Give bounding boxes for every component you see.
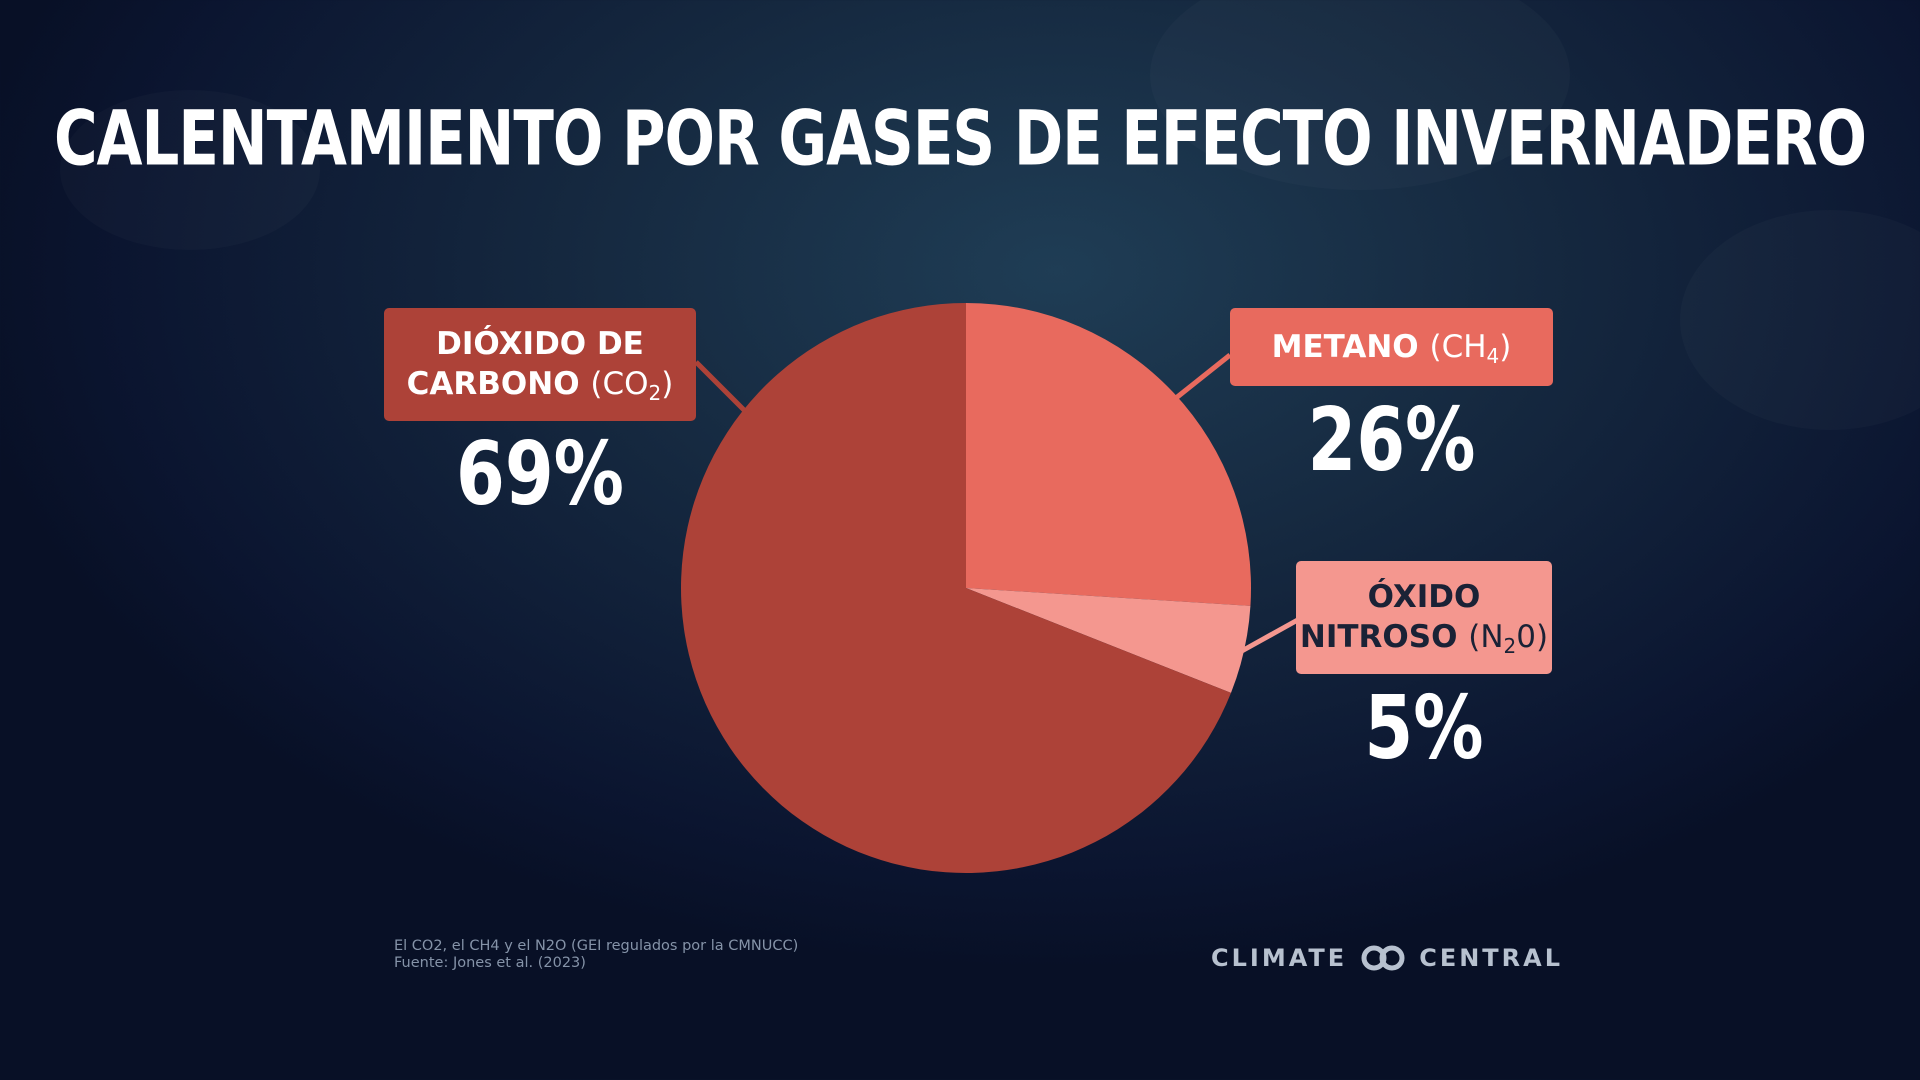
footnote-line2: Fuente: Jones et al. (2023) — [394, 955, 586, 971]
percent-ch4: 26% — [1307, 390, 1476, 492]
legend-label-co2: DIÓXIDO DE CARBONO (CO2) — [384, 308, 696, 421]
formula-co2: (CO2) — [590, 366, 674, 405]
label-ch4-name: METANO — [1271, 329, 1419, 365]
climate-central-logo: CLIMATE CENTRAL — [1211, 944, 1563, 972]
label-n2o-line2: NITROSO — [1299, 619, 1458, 655]
chart-title: CALENTAMIENTO POR GASES DE EFECTO INVERN… — [53, 94, 1867, 183]
logo-text-right: CENTRAL — [1419, 944, 1564, 972]
legend-label-n2o: ÓXIDO NITROSO (N20) — [1296, 561, 1552, 674]
leader-line-co2 — [694, 360, 746, 412]
formula-n2o: (N20) — [1468, 619, 1549, 658]
label-n2o-line1: ÓXIDO — [1367, 579, 1481, 615]
leader-line-ch4 — [1174, 353, 1232, 400]
percent-n2o: 5% — [1364, 678, 1484, 780]
footnote: El CO2, el CH4 y el N2O (GEI regulados p… — [394, 938, 798, 972]
pie-slice-n2o — [966, 588, 1251, 693]
logo-rings-icon — [1361, 945, 1405, 971]
label-co2-line2: CARBONO — [406, 366, 580, 402]
legend-label-ch4: METANO (CH4) — [1230, 308, 1553, 386]
percent-co2: 69% — [456, 424, 624, 526]
label-co2-line1: DIÓXIDO DE — [436, 326, 644, 362]
logo-text-left: CLIMATE — [1211, 944, 1348, 972]
footnote-line1: El CO2, el CH4 y el N2O (GEI regulados p… — [394, 938, 799, 954]
pie-slice-ch4 — [966, 303, 1251, 606]
formula-ch4: (CH4) — [1429, 329, 1512, 368]
pie-slice-co2 — [681, 303, 1231, 873]
